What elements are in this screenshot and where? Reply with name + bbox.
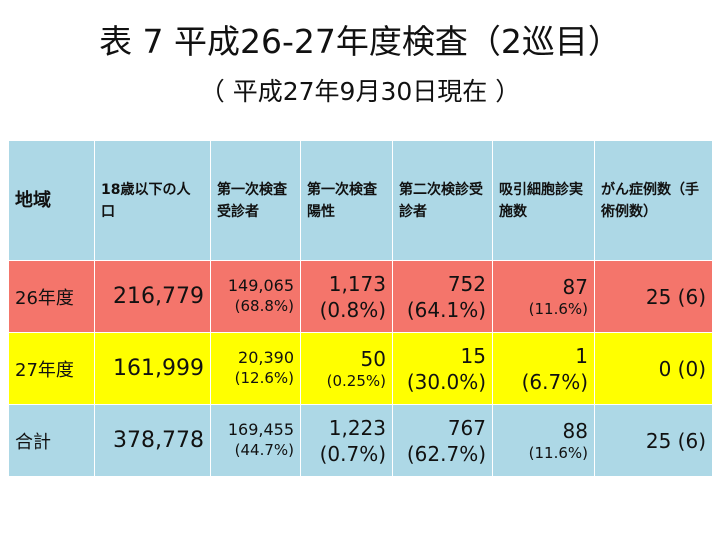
first-positive-value: 50 (360, 346, 386, 371)
first-exam-value: 20,390 (238, 348, 294, 368)
first-positive-cell: 1,223 (0.7%) (300, 404, 393, 477)
first-positive-pct: (0.25%) (326, 371, 386, 390)
row-label: 27年度 (8, 332, 95, 405)
cancer-cases-cell: 25 (6) (594, 260, 713, 333)
cancer-cases-cell: 0 (0) (594, 332, 713, 405)
second-exam-value: 15 (460, 343, 486, 368)
header-aspiration: 吸引細胞診実施数 (492, 140, 595, 261)
first-exam-pct: (12.6%) (234, 369, 294, 388)
table-header-row: 地域 18歳以下の人口 第一次検査受診者 第一次検査陽性 第二次検診受診者 吸引… (8, 140, 713, 261)
population-cell: 216,779 (94, 260, 211, 333)
first-positive-value: 1,173 (328, 271, 386, 296)
header-cancer-cases: がん症例数（手術例数） (594, 140, 713, 261)
row-label: 合計 (8, 404, 95, 477)
first-exam-cell: 169,455 (44.7%) (210, 404, 301, 477)
second-exam-pct: (64.1%) (406, 297, 486, 322)
aspiration-pct: (11.6%) (528, 443, 588, 462)
header-region: 地域 (8, 140, 95, 261)
first-positive-pct: (0.8%) (319, 297, 386, 322)
survey-table: 地域 18歳以下の人口 第一次検査受診者 第一次検査陽性 第二次検診受診者 吸引… (8, 140, 713, 477)
second-exam-cell: 767 (62.7%) (392, 404, 493, 477)
population-cell: 161,999 (94, 332, 211, 405)
first-exam-value: 149,065 (227, 276, 294, 296)
aspiration-value: 88 (562, 418, 588, 443)
aspiration-cell: 88 (11.6%) (492, 404, 595, 477)
aspiration-cell: 87 (11.6%) (492, 260, 595, 333)
page-subtitle: （ 平成27年9月30日現在 ） (199, 77, 521, 106)
second-exam-cell: 15 (30.0%) (392, 332, 493, 405)
first-positive-cell: 50 (0.25%) (300, 332, 393, 405)
first-exam-pct: (44.7%) (234, 441, 294, 460)
table-row-fy27: 27年度 161,999 20,390 (12.6%) 50 (0.25%) 1… (8, 332, 713, 405)
table-row-fy26: 26年度 216,779 149,065 (68.8%) 1,173 (0.8%… (8, 260, 713, 333)
table-row-total: 合計 378,778 169,455 (44.7%) 1,223 (0.7%) … (8, 404, 713, 477)
aspiration-pct: (6.7%) (521, 369, 588, 394)
first-positive-pct: (0.7%) (319, 441, 386, 466)
second-exam-pct: (30.0%) (406, 369, 486, 394)
second-exam-pct: (62.7%) (406, 441, 486, 466)
first-exam-value: 169,455 (227, 420, 294, 440)
header-population: 18歳以下の人口 (94, 140, 211, 261)
aspiration-value: 87 (562, 274, 588, 299)
aspiration-pct: (11.6%) (528, 299, 588, 318)
header-second-exam: 第二次検診受診者 (392, 140, 493, 261)
page-title: 表 7 平成26-27年度検査（2巡目） (99, 22, 621, 61)
cancer-cases-cell: 25 (6) (594, 404, 713, 477)
aspiration-value: 1 (575, 343, 588, 368)
second-exam-value: 752 (447, 271, 486, 296)
header-first-positive: 第一次検査陽性 (300, 140, 393, 261)
header-first-exam: 第一次検査受診者 (210, 140, 301, 261)
population-cell: 378,778 (94, 404, 211, 477)
first-exam-cell: 20,390 (12.6%) (210, 332, 301, 405)
second-exam-cell: 752 (64.1%) (392, 260, 493, 333)
aspiration-cell: 1 (6.7%) (492, 332, 595, 405)
first-positive-cell: 1,173 (0.8%) (300, 260, 393, 333)
row-label: 26年度 (8, 260, 95, 333)
first-exam-pct: (68.8%) (234, 297, 294, 316)
second-exam-value: 767 (447, 415, 486, 440)
first-positive-value: 1,223 (328, 415, 386, 440)
first-exam-cell: 149,065 (68.8%) (210, 260, 301, 333)
